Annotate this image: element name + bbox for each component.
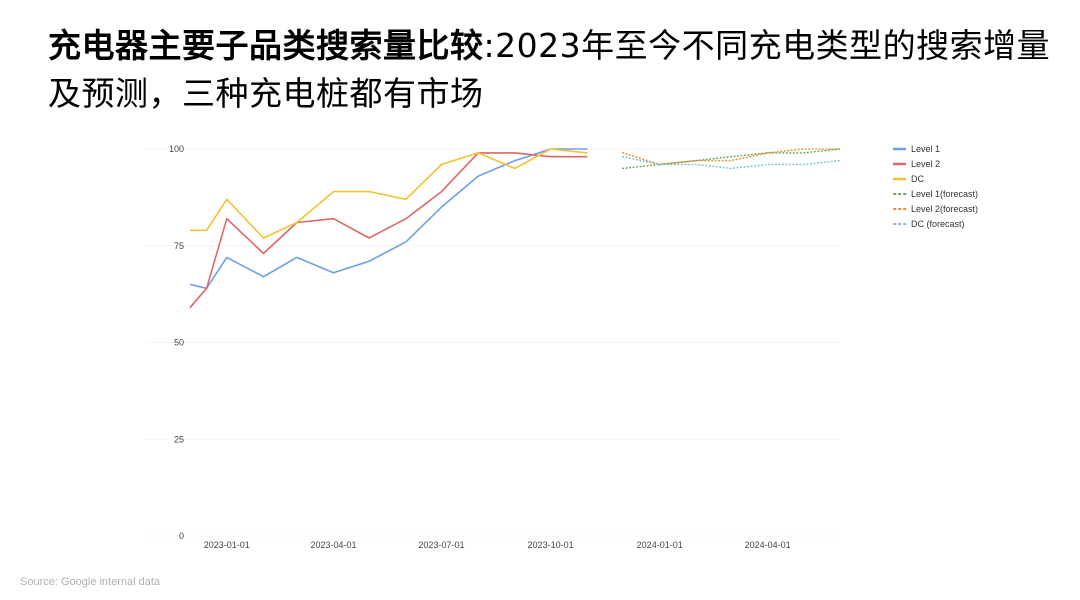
series-line-1	[189, 148, 588, 290]
y-tick-label: 100	[169, 144, 184, 154]
x-tick-label: 2023-01-01	[204, 540, 250, 550]
series-line-3	[190, 148, 588, 239]
y-tick-label: 50	[174, 338, 184, 348]
x-tick-label: 2023-07-01	[418, 540, 464, 550]
grid-layer	[145, 148, 840, 537]
y-tick-label: 25	[174, 434, 184, 444]
x-axis-ticks: 2023-01-01 2023-04-01 2023-07-01 2023-10-01…	[204, 540, 791, 550]
series-line-6	[622, 155, 841, 170]
slide-title-bold: 充电器主要子品类搜索量比较	[48, 26, 484, 65]
legend-label-2: Level 2	[911, 159, 940, 169]
legend-label-5: Level 2(forecast)	[911, 204, 978, 214]
series-lines	[189, 148, 841, 309]
legend-label-4: Level 1(forecast)	[911, 189, 978, 199]
chart-legend: Level 1 Level 2 DC Level 1(forecast) Level 2…	[893, 144, 978, 229]
y-tick-label: 75	[174, 241, 184, 251]
source-note: Source: Google internal data	[20, 576, 161, 588]
x-tick-label: 2023-10-01	[528, 540, 574, 550]
y-tick-label: 0	[179, 531, 184, 541]
slide-title: 充电器主要子品类搜索量比较:2023年至今不同充电类型的搜索增量及预测，三种充电…	[48, 22, 1073, 118]
series-line-4	[622, 148, 841, 170]
y-axis-ticks: 0 25 50 75 100	[169, 144, 184, 541]
x-tick-label: 2023-04-01	[310, 540, 356, 550]
x-tick-label: 2024-04-01	[745, 540, 791, 550]
x-tick-label: 2024-01-01	[637, 540, 683, 550]
slide-title-rest: :2023年至今不同充电类型的搜索增量及预测，三种充电桩都有市场	[48, 26, 1051, 113]
legend-label-3: DC	[911, 174, 924, 184]
legend-label-1: Level 1	[911, 144, 940, 154]
series-line-5	[622, 148, 841, 166]
series-line-2	[189, 152, 588, 309]
legend-label-6: DC (forecast)	[911, 219, 965, 229]
